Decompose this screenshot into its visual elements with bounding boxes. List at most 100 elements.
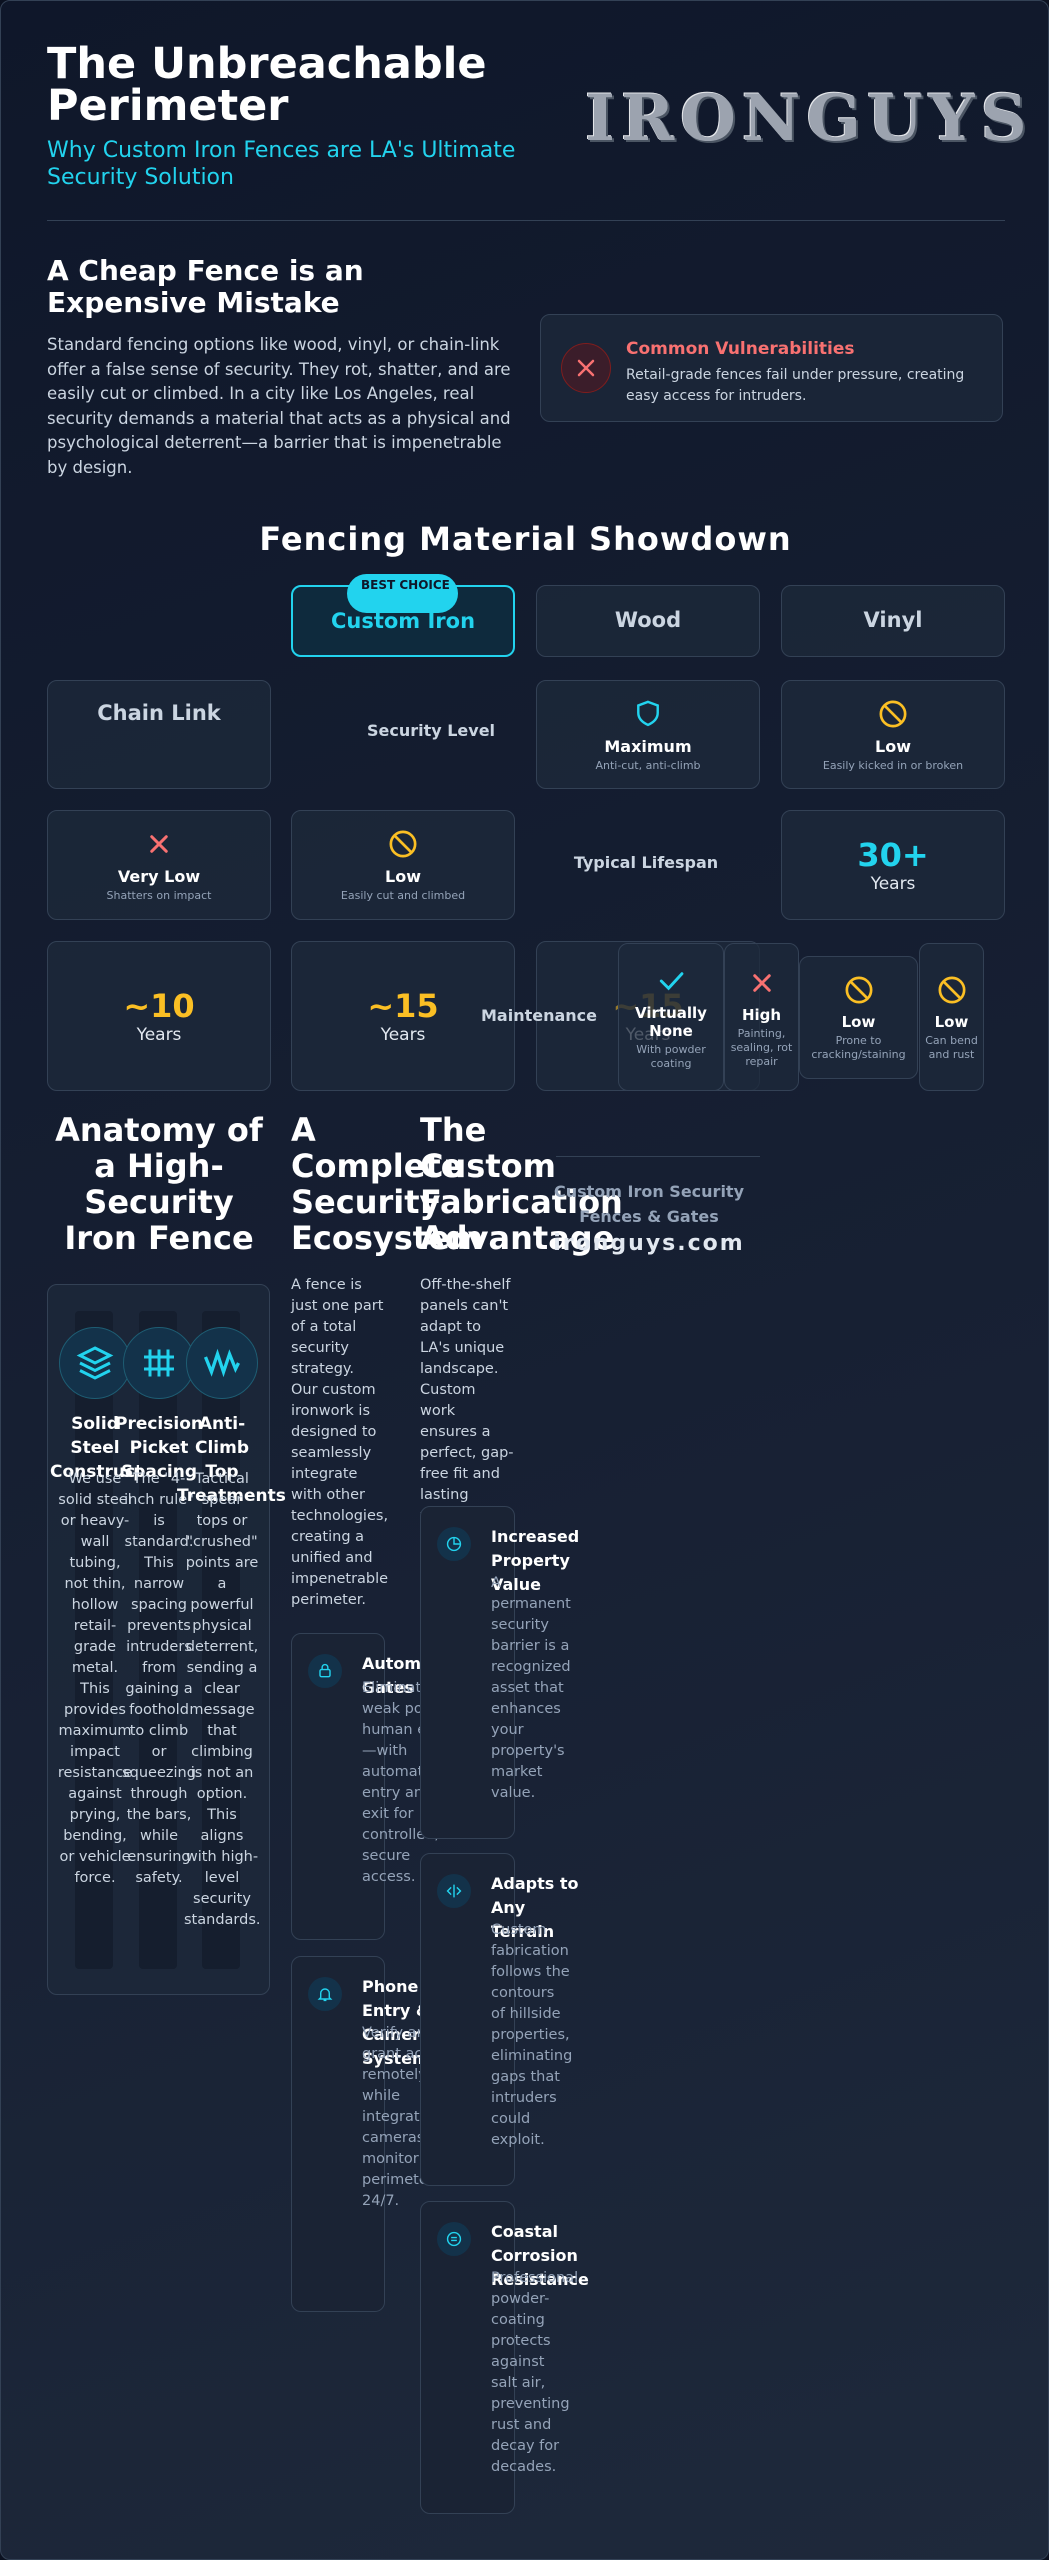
rating-note: Prone to cracking/staining <box>811 1034 906 1061</box>
card-icon <box>437 1527 471 1561</box>
card-icon <box>437 2222 471 2256</box>
x-icon <box>150 835 168 853</box>
rating-note: Painting, sealing, rot repair <box>730 1026 793 1068</box>
callout-icon <box>561 343 611 393</box>
rating-note: Shatters on impact <box>106 889 212 902</box>
comparison-cell: Low Prone to cracking/staining <box>799 956 918 1079</box>
row-label: Security Level <box>366 721 496 740</box>
footer-rule <box>556 1156 760 1157</box>
coin-icon <box>446 2231 462 2247</box>
callout: Common Vulnerabilities Retail-grade fenc… <box>540 314 1003 422</box>
picket-strip <box>202 1311 240 1969</box>
ecosystem-text: A fence is just one part of a total secu… <box>291 1277 389 1608</box>
card-icon <box>437 1874 471 1908</box>
rating-note: Easily cut and climbed <box>340 889 466 902</box>
feature-card: Automated Gates Eliminate the weak point—… <box>291 1633 462 1940</box>
feature-card: Phone Entry & Camera Systems Verify and g… <box>291 1956 456 2312</box>
lifespan-unit: Years <box>136 1025 182 1045</box>
material-name: Chain Link <box>97 701 221 725</box>
callout-text: Retail-grade fences fail under pressure,… <box>626 367 965 404</box>
feature-title: Precision Picket Spacing <box>114 1414 203 1482</box>
comparison-cell: Very Low Shatters on impact <box>47 810 271 920</box>
material-header: Chain Link <box>47 680 271 789</box>
card-text: A permanent security barrier is a recogn… <box>491 1575 571 1801</box>
material-name: Vinyl <box>863 608 923 632</box>
material-header: Vinyl <box>781 585 1005 657</box>
problem-body: Standard fencing options like wood, viny… <box>47 335 511 477</box>
lock-icon <box>319 1663 331 1678</box>
lifespan-unit: Years <box>870 874 916 894</box>
footer-site: ironguys.com <box>553 1231 745 1256</box>
ban-icon <box>879 700 907 727</box>
problem-heading: A Cheap Fence is an Expensive Mistake <box>47 254 364 319</box>
rating: High <box>741 1005 782 1024</box>
feature-text: The "4-inch rule" is standard. This narr… <box>122 1471 196 1886</box>
card-icon <box>308 1654 342 1688</box>
layers-icon <box>76 1346 114 1380</box>
fabrication-title: The Custom Fabrication Advantage <box>420 1111 623 1257</box>
pie-icon <box>446 1536 462 1552</box>
anatomy-panel: Solid Steel Construction We use solid ste… <box>47 1284 286 1995</box>
rating: Very Low <box>117 867 201 886</box>
feature-card: Increased Property Value A permanent secu… <box>420 1506 579 1839</box>
ban-icon <box>389 830 417 858</box>
material-name: Custom Iron <box>330 609 476 633</box>
card-icon <box>308 1977 342 2011</box>
feature-card: Coastal Corrosion Resistance Professional… <box>420 2201 589 2514</box>
x-icon <box>577 359 595 377</box>
logo: IRONGUYS <box>585 81 1033 156</box>
feature-icon <box>186 1327 258 1399</box>
ecosystem-title: A Complete Security Ecosystem <box>291 1111 484 1257</box>
anatomy-title: Anatomy of a High-Security Iron Fence <box>55 1111 263 1257</box>
comparison-cell: Virtually None With powder coating <box>618 943 724 1091</box>
rating: Low <box>385 867 421 886</box>
row-label: Maintenance <box>481 1006 598 1025</box>
rating-note: Easily kicked in or broken <box>822 758 964 772</box>
rating: Maximum <box>604 736 692 756</box>
card-text: Verify and grant access remotely while i… <box>362 2025 456 2209</box>
comparison-cell: High Painting, sealing, rot repair <box>724 943 799 1091</box>
spikes-icon <box>203 1348 240 1378</box>
picket-strip <box>75 1311 113 1969</box>
title: The Unbreachable Perimeter <box>47 39 487 131</box>
ban-icon <box>845 976 872 1004</box>
card-title: Adapts to Any Terrain <box>491 1874 579 1941</box>
card-text: Custom fabrication follows the contours … <box>491 1922 573 2148</box>
rating-note: With powder coating <box>636 1042 706 1070</box>
pickets-icon <box>144 1349 174 1377</box>
bell-icon <box>317 1988 333 2002</box>
feature-icon <box>123 1327 195 1399</box>
lifespan-value: 30+ <box>857 836 929 874</box>
x-icon <box>752 973 771 992</box>
rating: Virtually None <box>635 1003 707 1040</box>
comparison-cell: Maximum Anti-cut, anti-climb <box>536 680 760 789</box>
check-icon <box>659 971 684 990</box>
shield-icon <box>637 700 659 726</box>
card-title: Increased Property Value <box>491 1527 580 1594</box>
fabrication-text: Off-the-shelf panels can't adapt to LA's… <box>420 1277 514 1524</box>
subtitle: Why Custom Iron Fences are LA's Ultimate… <box>47 138 516 190</box>
rating: Low <box>875 736 911 756</box>
ban-icon <box>938 976 965 1003</box>
comparison-cell: Low Can bend and rust <box>919 943 984 1091</box>
callout-title: Common Vulnerabilities <box>626 339 855 359</box>
rating-note: Can bend and rust <box>925 1033 978 1061</box>
best-badge: BEST CHOICE <box>347 574 458 613</box>
feature-text: We use solid steel or heavy-wall tubing,… <box>57 1471 133 1886</box>
lifespan-unit: Years <box>380 1025 426 1045</box>
rating-note: Anti-cut, anti-climb <box>595 758 701 772</box>
feature-text: Tactical spear tops or "crushed" points … <box>184 1471 261 1928</box>
picket-strip <box>139 1311 177 1969</box>
rating: Low <box>841 1013 876 1031</box>
feature-title: Anti-Climb Top Treatments <box>177 1414 286 1506</box>
card-title: Phone Entry & Camera Systems <box>362 1977 439 2068</box>
comparison-cell: 30+ Years <box>781 810 1005 920</box>
split-icon <box>446 1884 462 1898</box>
card-title: Coastal Corrosion Resistance <box>491 2222 589 2289</box>
feature-icon <box>59 1327 131 1399</box>
card-text: Professional powder-coating protects aga… <box>491 2270 579 2475</box>
